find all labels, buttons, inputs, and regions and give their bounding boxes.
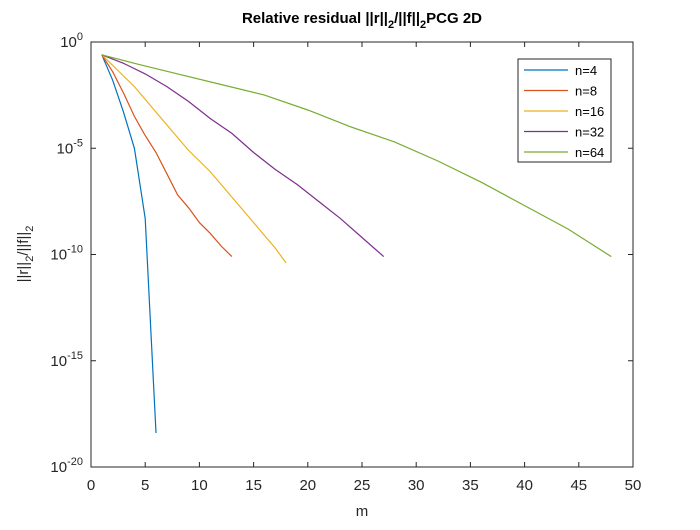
series-line-n-32 — [101, 54, 385, 258]
series-line-n-16 — [101, 54, 287, 264]
x-tick-label: 40 — [516, 477, 533, 494]
legend-label: n=32 — [575, 125, 604, 140]
x-axis-ticks: 0 5 10 15 20 25 30 35 40 45 50 — [87, 42, 642, 494]
x-tick-label: 5 — [141, 477, 149, 494]
legend-label: n=64 — [575, 145, 604, 160]
y-axis-label: ||r||2/||f||2 — [15, 226, 36, 283]
series-line-n-64 — [101, 54, 612, 258]
y-tick-label: 10-20 — [50, 456, 83, 476]
x-tick-label: 50 — [625, 477, 642, 494]
x-tick-label: 30 — [408, 477, 425, 494]
x-tick-label: 0 — [87, 477, 95, 494]
y-tick-label: 10-15 — [50, 350, 83, 370]
x-tick-label: 20 — [299, 477, 316, 494]
x-tick-label: 15 — [245, 477, 262, 494]
legend: n=4 n=8 n=16 n=32 n=64 — [517, 58, 612, 163]
y-tick-label: 100 — [60, 31, 83, 51]
series-line-n-8 — [101, 54, 233, 258]
legend-label: n=16 — [575, 104, 604, 119]
x-tick-label: 35 — [462, 477, 479, 494]
y-tick-label: 10-5 — [57, 137, 83, 157]
x-axis-label: m — [356, 503, 369, 520]
y-tick-label: 10-10 — [50, 244, 83, 264]
legend-label: n=4 — [575, 63, 597, 78]
legend-label: n=8 — [575, 84, 597, 99]
x-tick-label: 10 — [191, 477, 208, 494]
x-tick-label: 45 — [570, 477, 587, 494]
y-axis-ticks: 100 10-5 10-10 10-15 10-20 — [50, 31, 633, 476]
series-line-n-4 — [101, 54, 157, 434]
chart-title: Relative residual ||r||2/||f||2PCG 2D — [242, 10, 482, 31]
x-tick-label: 25 — [354, 477, 371, 494]
series-lines — [101, 54, 612, 434]
